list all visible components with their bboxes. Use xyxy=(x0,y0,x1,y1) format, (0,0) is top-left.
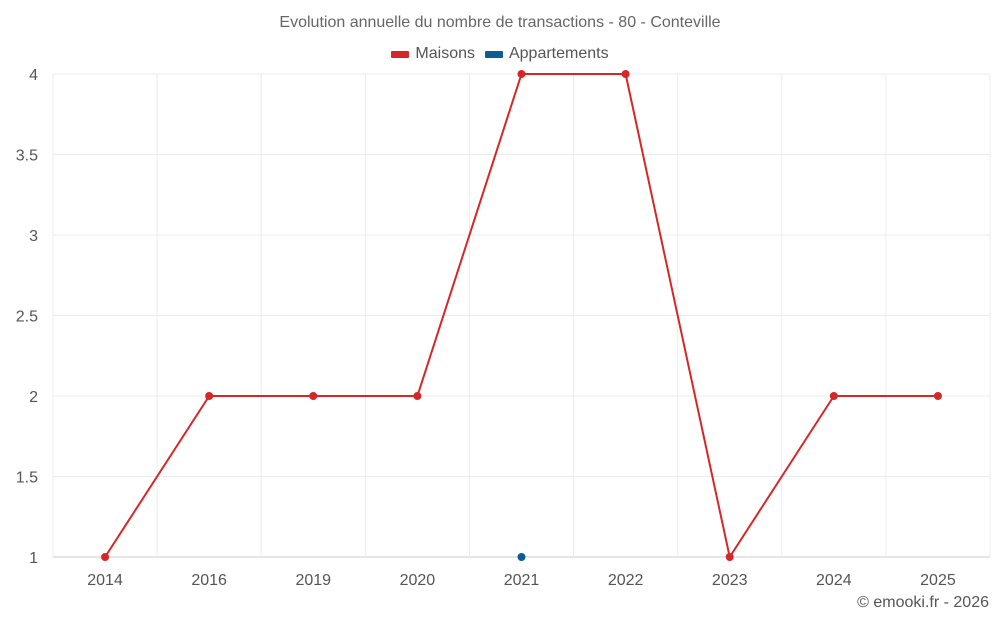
legend: Maisons Appartements xyxy=(0,45,1000,63)
data-point-maisons xyxy=(621,70,630,78)
x-tick-label: 2024 xyxy=(816,572,852,589)
data-point-maisons xyxy=(101,553,110,561)
x-tick-label: 2022 xyxy=(608,572,644,589)
data-point-maisons xyxy=(933,392,942,400)
y-tick-label: 3.5 xyxy=(16,148,38,165)
y-tick-label: 2.5 xyxy=(16,309,38,326)
y-tick-label: 1.5 xyxy=(16,470,38,487)
y-tick-label: 2 xyxy=(29,389,38,406)
chart-title: Evolution annuelle du nombre de transact… xyxy=(279,14,721,31)
x-tick-label: 2025 xyxy=(920,572,956,589)
data-point-appartements xyxy=(517,553,526,561)
data-point-maisons xyxy=(725,553,734,561)
x-tick-label: 2021 xyxy=(504,572,540,589)
y-tick-label: 1 xyxy=(29,550,38,567)
legend-swatch-maisons xyxy=(391,50,410,58)
data-point-maisons xyxy=(309,392,318,400)
x-tick-label: 2023 xyxy=(712,572,748,589)
data-point-maisons xyxy=(205,392,214,400)
x-tick-label: 2020 xyxy=(400,572,436,589)
data-point-maisons xyxy=(829,392,838,400)
y-tick-label: 4 xyxy=(29,67,38,84)
legend-label-appartements: Appartements xyxy=(508,45,609,62)
y-tick-label: 3 xyxy=(29,228,38,245)
x-tick-label: 2019 xyxy=(295,572,331,589)
x-tick-label: 2016 xyxy=(191,572,227,589)
legend-label-maisons: Maisons xyxy=(415,45,475,62)
data-point-maisons xyxy=(517,70,526,78)
data-point-maisons xyxy=(413,392,422,400)
legend-swatch-appartements xyxy=(484,50,503,58)
legend-item-maisons[interactable]: Maisons xyxy=(391,45,475,63)
legend-item-appartements[interactable]: Appartements xyxy=(484,45,609,63)
credit-text: © emooki.fr - 2026 xyxy=(857,594,989,611)
x-tick-label: 2014 xyxy=(87,572,123,589)
